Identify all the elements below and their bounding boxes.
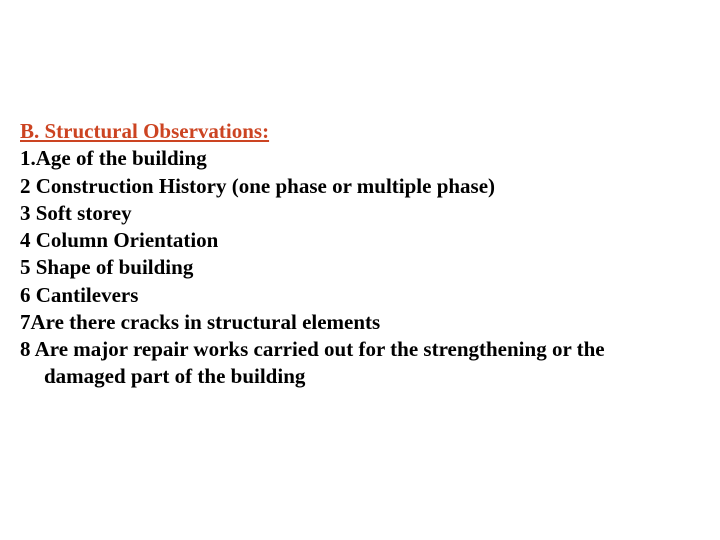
list-item: 7Are there cracks in structural elements: [20, 309, 690, 335]
list-item: 5 Shape of building: [20, 254, 690, 280]
list-item: 8 Are major repair works carried out for…: [20, 336, 690, 362]
list-item: 4 Column Orientation: [20, 227, 690, 253]
list-item: 2 Construction History (one phase or mul…: [20, 173, 690, 199]
list-item: 3 Soft storey: [20, 200, 690, 226]
list-item: 6 Cantilevers: [20, 282, 690, 308]
section-heading: B. Structural Observations:: [20, 118, 690, 144]
document-body: B. Structural Observations: 1.Age of the…: [0, 0, 720, 390]
list-item-continuation: damaged part of the building: [20, 363, 690, 389]
list-item: 1.Age of the building: [20, 145, 690, 171]
